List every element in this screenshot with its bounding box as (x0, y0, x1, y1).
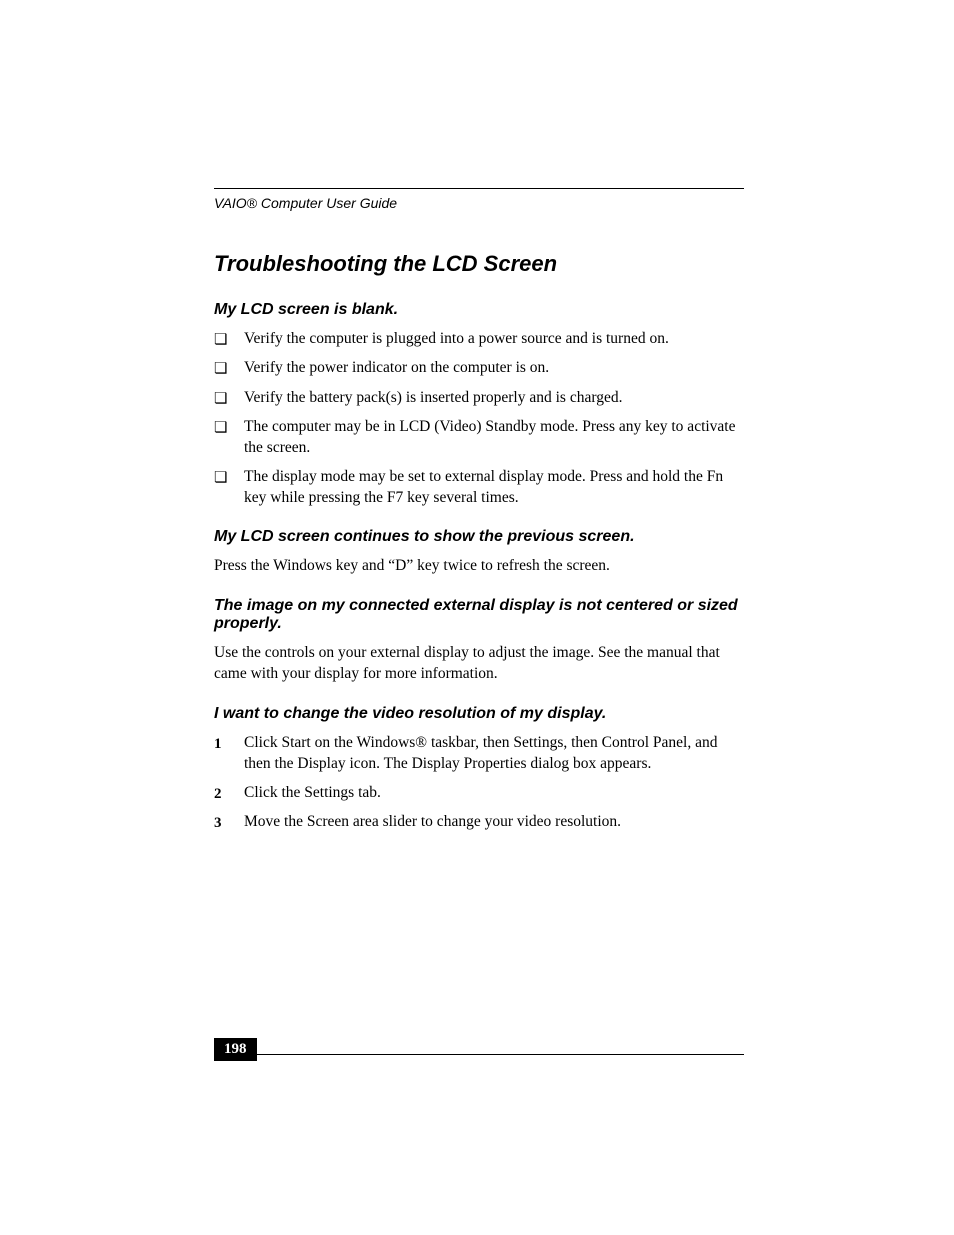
list-item-text: Click Start on the Windows® taskbar, the… (244, 733, 744, 775)
body-paragraph: Use the controls on your external displa… (214, 643, 744, 685)
page-number: 198 (214, 1038, 257, 1061)
running-head: VAIO® Computer User Guide (214, 195, 744, 211)
section-heading: My LCD screen continues to show the prev… (214, 528, 744, 546)
list-item: 1Click Start on the Windows® taskbar, th… (214, 733, 744, 775)
step-number: 3 (214, 812, 244, 833)
document-page: VAIO® Computer User Guide Troubleshootin… (0, 0, 954, 834)
bullet-icon: ❏ (214, 358, 244, 379)
section-heading: My LCD screen is blank. (214, 301, 744, 319)
header-rule (214, 188, 744, 189)
list-item: 3Move the Screen area slider to change y… (214, 812, 744, 833)
bullet-icon: ❏ (214, 417, 244, 438)
list-item: ❏Verify the power indicator on the compu… (214, 358, 744, 379)
bullet-icon: ❏ (214, 329, 244, 350)
list-item: ❏Verify the computer is plugged into a p… (214, 329, 744, 350)
list-item-text: Verify the power indicator on the comput… (244, 358, 744, 379)
body-paragraph: Press the Windows key and “D” key twice … (214, 556, 744, 577)
list-item-text: Verify the battery pack(s) is inserted p… (244, 388, 744, 409)
bullet-icon: ❏ (214, 388, 244, 409)
bullet-icon: ❏ (214, 467, 244, 488)
list-item-text: The display mode may be set to external … (244, 467, 744, 509)
page-footer: 198 (214, 1038, 744, 1061)
section-heading: The image on my connected external displ… (214, 597, 744, 633)
section-heading: I want to change the video resolution of… (214, 705, 744, 723)
numbered-list: 1Click Start on the Windows® taskbar, th… (214, 733, 744, 833)
list-item-text: Click the Settings tab. (244, 783, 744, 804)
list-item-text: The computer may be in LCD (Video) Stand… (244, 417, 744, 459)
list-item-text: Move the Screen area slider to change yo… (244, 812, 744, 833)
list-item: 2Click the Settings tab. (214, 783, 744, 804)
list-item: ❏The computer may be in LCD (Video) Stan… (214, 417, 744, 459)
list-item: ❏Verify the battery pack(s) is inserted … (214, 388, 744, 409)
checklist: ❏Verify the computer is plugged into a p… (214, 329, 744, 508)
step-number: 2 (214, 783, 244, 804)
list-item: ❏The display mode may be set to external… (214, 467, 744, 509)
page-title: Troubleshooting the LCD Screen (214, 251, 744, 277)
step-number: 1 (214, 733, 244, 754)
list-item-text: Verify the computer is plugged into a po… (244, 329, 744, 350)
footer-rule (257, 1054, 745, 1055)
